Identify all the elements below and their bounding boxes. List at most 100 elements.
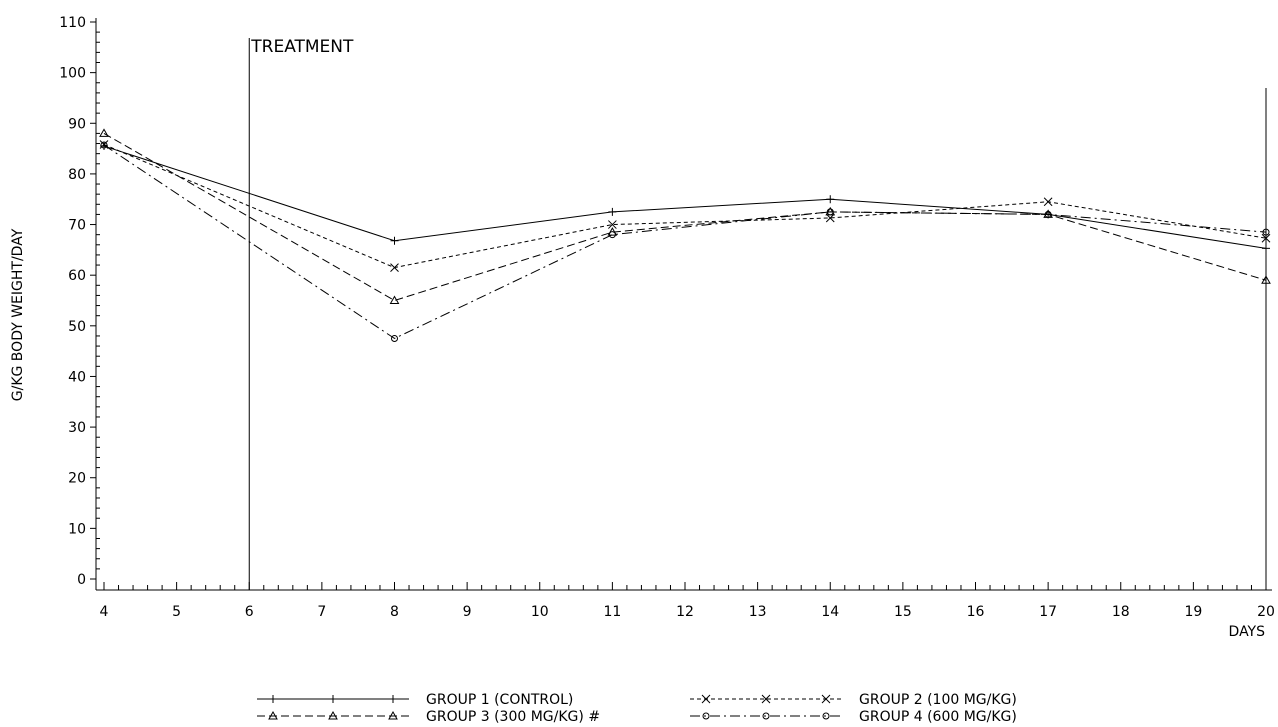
- series-point-3: [389, 295, 400, 304]
- x-tick-label: 7: [317, 604, 326, 620]
- series-line-3: [103, 132, 1267, 302]
- x-tick-label: 12: [676, 604, 694, 620]
- x-tick-label: 19: [1184, 604, 1202, 620]
- legend-label: GROUP 2 (100 MG/KG): [859, 692, 1017, 708]
- marker-shape: [822, 712, 830, 720]
- y-tick-label: 80: [68, 167, 86, 183]
- marker-shape: [388, 710, 398, 720]
- marker-shape: [1262, 228, 1270, 236]
- series-point-4: [1262, 228, 1270, 236]
- legend-swatch-marker: [821, 694, 831, 704]
- marker-stroke: [761, 694, 771, 704]
- legend-swatch-marker: [701, 694, 711, 704]
- series-line-1: [103, 145, 1267, 249]
- series-point-4: [826, 208, 834, 216]
- x-tick-label: 18: [1112, 604, 1130, 620]
- axes: 0 10 20 30 40 50 60 70 80 90 100 110 4 5 6 7 8 9 10 11 12 13 1…: [59, 15, 1275, 620]
- annotations: TREATMENT: [248, 37, 1267, 590]
- marker-stroke: [608, 220, 617, 229]
- legend-swatch-marker: [388, 710, 398, 720]
- series-layer: [99, 128, 1271, 342]
- x-axis-title: DAYS: [1229, 624, 1266, 640]
- marker-shape: [389, 295, 400, 304]
- legend-label: GROUP 3 (300 MG/KG) #: [426, 709, 600, 725]
- marker-shape: [608, 231, 616, 239]
- marker-stroke: [821, 694, 831, 704]
- marker-shape: [99, 128, 109, 137]
- legend-item-4: GROUP 4 (600 MG/KG): [690, 709, 1017, 725]
- marker-shape: [1044, 210, 1052, 218]
- legend-swatch-marker: [702, 712, 710, 720]
- series-line-2: [103, 144, 1267, 269]
- x-tick-label: 4: [100, 604, 109, 620]
- marker-shape: [391, 334, 398, 342]
- y-tick-label: 0: [77, 572, 86, 588]
- x-tick-label: 9: [463, 604, 472, 620]
- marker-shape: [607, 227, 618, 236]
- series-point-2: [608, 220, 617, 229]
- series-point-3: [99, 128, 109, 137]
- marker-shape: [762, 712, 770, 720]
- legend-swatch-marker: [329, 695, 337, 703]
- series-point-1: [826, 195, 835, 204]
- legend-item-2: GROUP 2 (100 MG/KG): [690, 692, 1017, 708]
- x-tick-label: 20: [1257, 604, 1275, 620]
- y-tick-label: 40: [68, 369, 86, 385]
- y-axis-title: G/KG BODY WEIGHT/DAY: [10, 228, 26, 401]
- legend-swatch-marker: [761, 694, 771, 704]
- series-point-2: [1261, 233, 1271, 243]
- x-tick-label: 15: [894, 604, 912, 620]
- marker-stroke: [390, 263, 399, 272]
- y-tick-label: 90: [68, 116, 86, 132]
- x-tick-label: 11: [603, 604, 621, 620]
- x-tick-label: 8: [390, 604, 399, 620]
- legend-swatch-marker: [269, 695, 277, 703]
- series-point-4: [391, 334, 398, 342]
- marker-shape: [100, 141, 108, 149]
- legend-item-3: GROUP 3 (300 MG/KG) #: [257, 709, 600, 725]
- legend-swatch-marker: [389, 695, 397, 703]
- legend-item-1: GROUP 1 (CONTROL): [257, 692, 573, 708]
- y-tick-label: 100: [59, 66, 86, 82]
- marker-shape: [268, 710, 278, 720]
- series-group-1: [100, 142, 1270, 253]
- treatment-label: TREATMENT: [250, 37, 354, 57]
- legend-swatch-marker: [328, 710, 338, 720]
- series-point-2: [1043, 197, 1053, 207]
- series-point-4: [608, 231, 616, 239]
- marker-shape: [1261, 275, 1271, 284]
- y-tick-label: 20: [68, 471, 86, 487]
- y-tick-label: 70: [68, 218, 86, 234]
- series-point-1: [390, 236, 399, 245]
- legend-label: GROUP 4 (600 MG/KG): [859, 709, 1017, 725]
- marker-shape: [826, 208, 834, 216]
- x-tick-label: 10: [531, 604, 549, 620]
- y-tick-label: 10: [68, 521, 86, 537]
- legend: GROUP 1 (CONTROL) GROUP 2 (100 MG/KG)GROU…: [257, 692, 1017, 725]
- legend-label: GROUP 1 (CONTROL): [426, 692, 573, 708]
- series-line-4: [103, 144, 1267, 340]
- y-tick-label: 110: [59, 15, 86, 31]
- y-tick-label: 60: [68, 268, 86, 284]
- x-tick-label: 17: [1039, 604, 1057, 620]
- legend-swatch-marker: [822, 712, 830, 720]
- series-group-3: [99, 128, 1271, 304]
- series-point-4: [100, 141, 108, 149]
- x-tick-label: 14: [821, 604, 839, 620]
- series-point-1: [1262, 244, 1270, 253]
- y-tick-label: 50: [68, 319, 86, 335]
- series-point-4: [1044, 210, 1052, 218]
- y-tick-label: 30: [68, 420, 86, 436]
- marker-shape: [702, 712, 710, 720]
- marker-shape: [328, 710, 338, 720]
- series-point-3: [1261, 275, 1271, 284]
- legend-swatch-marker: [268, 710, 278, 720]
- series-group-2: [99, 140, 1271, 272]
- marker-stroke: [701, 694, 711, 704]
- x-tick-label: 13: [749, 604, 767, 620]
- marker-stroke: [1261, 233, 1271, 243]
- x-tick-label: 5: [172, 604, 181, 620]
- series-point-3: [607, 227, 618, 236]
